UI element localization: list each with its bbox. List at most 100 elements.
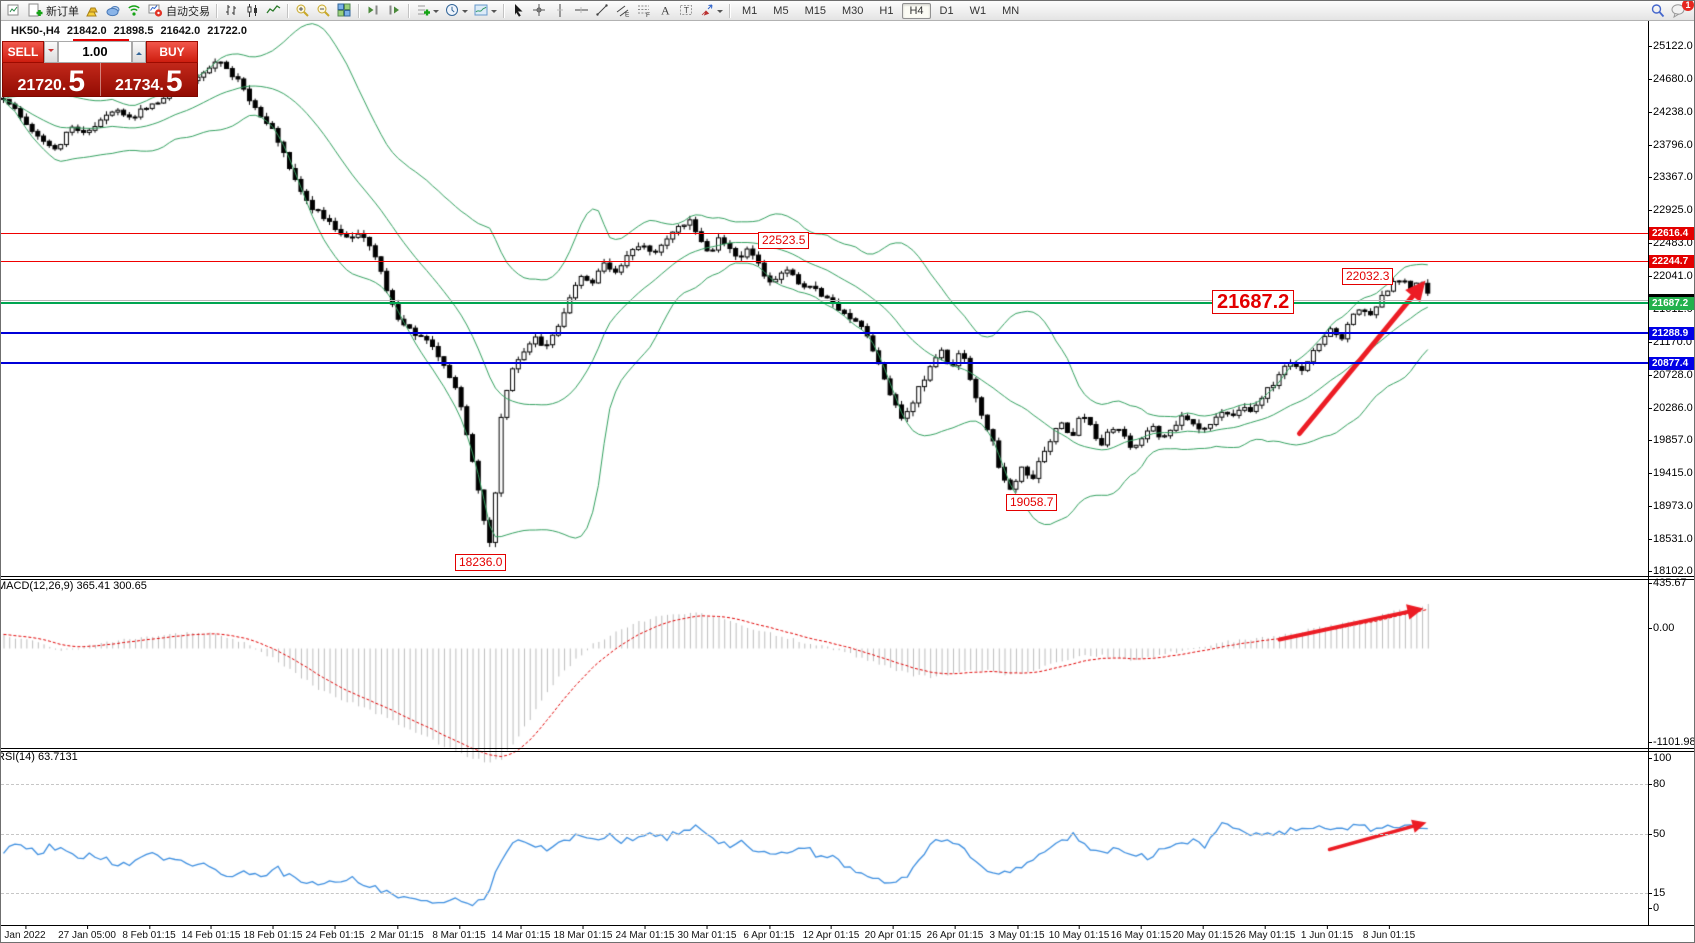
autotrade-button[interactable]: 自动交易 bbox=[145, 2, 213, 20]
chart-window[interactable]: MACD(12,26,9) 365.41 300.65 RSI(14) 63.7… bbox=[1, 21, 1694, 942]
volume-increase-button[interactable] bbox=[132, 41, 146, 63]
line-chart-button[interactable] bbox=[263, 2, 284, 20]
price-tick-label[interactable]: 24680.0 bbox=[1648, 73, 1694, 85]
zoom-out-button[interactable] bbox=[313, 2, 334, 20]
text-button[interactable]: A bbox=[655, 2, 676, 20]
time-axis-label[interactable]: 24 Feb 01:15 bbox=[305, 925, 365, 941]
fibonacci-button[interactable]: F bbox=[634, 2, 655, 20]
volume-input[interactable]: 1.00 bbox=[58, 41, 132, 63]
buy-price[interactable]: 21734. 5 bbox=[101, 63, 198, 97]
timeframe-button-m15[interactable]: M15 bbox=[804, 4, 826, 17]
templates-button[interactable] bbox=[471, 2, 500, 20]
buy-button[interactable]: BUY bbox=[146, 41, 198, 63]
sell-price[interactable]: 21720. 5 bbox=[3, 63, 101, 97]
timeframe-button-h4[interactable]: H4 bbox=[902, 2, 931, 19]
scroll-to-end-button[interactable] bbox=[363, 2, 384, 20]
low-price-label[interactable]: 18236.0 bbox=[455, 554, 507, 571]
trendline-button[interactable] bbox=[592, 2, 613, 20]
time-axis-label[interactable]: 8 Mar 01:15 bbox=[432, 925, 486, 941]
price-tick-label[interactable]: 25122.0 bbox=[1648, 40, 1694, 52]
cursor-button[interactable] bbox=[508, 2, 529, 20]
horizontal-level-line[interactable] bbox=[1, 362, 1648, 364]
zoom-in-button[interactable] bbox=[292, 2, 313, 20]
time-axis-label[interactable]: 3 May 01:15 bbox=[989, 925, 1045, 941]
timeframe-button-m5[interactable]: M5 bbox=[773, 4, 789, 17]
resistance-price-label[interactable]: 22523.5 bbox=[758, 232, 810, 249]
bar-chart-button[interactable] bbox=[221, 2, 242, 20]
candle-chart-button[interactable] bbox=[242, 2, 263, 20]
time-axis-label[interactable]: 16 May 01:15 bbox=[1110, 925, 1172, 941]
price-tick-label[interactable]: 18531.0 bbox=[1648, 533, 1694, 545]
rsi-canvas[interactable] bbox=[1, 772, 1648, 942]
price-tick-label[interactable]: 22041.0 bbox=[1648, 270, 1694, 282]
price-tick-label[interactable]: 18102.0 bbox=[1648, 565, 1694, 577]
price-tick-label[interactable]: 20728.0 bbox=[1648, 369, 1694, 381]
price-tick-label[interactable]: 19415.0 bbox=[1648, 467, 1694, 479]
chart-shift-button[interactable] bbox=[384, 2, 405, 20]
vertical-line-button[interactable] bbox=[550, 2, 571, 20]
time-axis-label[interactable]: 26 Apr 01:15 bbox=[926, 925, 984, 941]
timeframe-button-m1[interactable]: M1 bbox=[742, 4, 758, 17]
time-axis-label[interactable]: 24 Mar 01:15 bbox=[615, 925, 675, 941]
time-axis-label[interactable]: 20 Apr 01:15 bbox=[864, 925, 922, 941]
time-axis-label[interactable]: 18 Feb 01:15 bbox=[243, 925, 303, 941]
time-axis-label[interactable]: 12 Apr 01:15 bbox=[802, 925, 860, 941]
time-axis-label[interactable]: 8 Feb 01:15 bbox=[122, 925, 176, 941]
horizontal-level-line[interactable] bbox=[1, 261, 1648, 262]
add-indicator-button[interactable] bbox=[413, 2, 442, 20]
arrows-button[interactable] bbox=[697, 2, 726, 20]
equidistant-channel-button[interactable]: E bbox=[613, 2, 634, 20]
price-chart-canvas[interactable] bbox=[1, 21, 1648, 578]
time-axis-label[interactable]: 20 May 01:15 bbox=[1172, 925, 1234, 941]
horizontal-level-line[interactable] bbox=[1, 302, 1648, 304]
price-tick-label[interactable]: 18973.0 bbox=[1648, 500, 1694, 512]
timeframe-button-mn[interactable]: MN bbox=[1002, 4, 1020, 17]
new-order-button[interactable]: 新订单 bbox=[25, 2, 82, 20]
time-axis-label[interactable]: 14 Feb 01:15 bbox=[181, 925, 241, 941]
price-tick-label[interactable]: 22925.0 bbox=[1648, 204, 1694, 216]
current-price-big-label[interactable]: 21687.2 bbox=[1212, 290, 1295, 314]
price-tick-label[interactable]: 22483.0 bbox=[1648, 237, 1694, 249]
price-tick-label[interactable]: 23796.0 bbox=[1648, 139, 1694, 151]
price-tick-label[interactable]: 23367.0 bbox=[1648, 171, 1694, 183]
time-axis-label[interactable]: 26 May 01:15 bbox=[1234, 925, 1296, 941]
panel-separator[interactable] bbox=[1, 579, 1694, 580]
timeframe-button-m30[interactable]: M30 bbox=[841, 4, 864, 17]
macd-canvas[interactable] bbox=[1, 600, 1648, 768]
timeframe-button-h1[interactable]: H1 bbox=[879, 4, 894, 17]
text-label-button[interactable]: T bbox=[676, 2, 697, 20]
price-tick-label[interactable]: 19857.0 bbox=[1648, 434, 1694, 446]
time-axis-label[interactable]: 6 Apr 01:15 bbox=[743, 925, 795, 941]
signals-button[interactable] bbox=[124, 2, 145, 20]
panel-separator[interactable] bbox=[1, 751, 1694, 752]
time-axis-label[interactable]: 27 Jan 05:00 bbox=[58, 925, 116, 941]
tile-windows-button[interactable] bbox=[334, 2, 355, 20]
chat-button[interactable]: 1 bbox=[1668, 1, 1694, 20]
price-tick-label[interactable]: 20286.0 bbox=[1648, 402, 1694, 414]
crosshair-button[interactable] bbox=[529, 2, 550, 20]
price-tick-label[interactable]: 24238.0 bbox=[1648, 106, 1694, 118]
time-axis-label[interactable]: 10 May 01:15 bbox=[1048, 925, 1110, 941]
search-button[interactable] bbox=[1647, 2, 1668, 20]
time-axis-label[interactable]: 8 Jun 01:15 bbox=[1362, 925, 1416, 941]
periods-button[interactable] bbox=[442, 2, 471, 20]
horizontal-line-button[interactable] bbox=[571, 2, 592, 20]
panel-separator[interactable] bbox=[1, 576, 1694, 577]
support-price-label[interactable]: 19058.7 bbox=[1006, 494, 1058, 511]
swing-high-price-label[interactable]: 22032.3 bbox=[1342, 268, 1394, 285]
timeframe-button-d1[interactable]: D1 bbox=[939, 4, 954, 17]
time-axis-label[interactable]: 18 Mar 01:15 bbox=[553, 925, 613, 941]
timeframe-button-w1[interactable]: W1 bbox=[969, 4, 987, 17]
volume-decrease-button[interactable] bbox=[44, 41, 58, 63]
time-axis-label[interactable]: 1 Jun 01:15 bbox=[1300, 925, 1354, 941]
horizontal-level-line[interactable] bbox=[1, 233, 1648, 234]
panel-separator[interactable] bbox=[1, 748, 1694, 749]
time-axis-label[interactable]: 2 Mar 01:15 bbox=[370, 925, 424, 941]
market-watch-button[interactable] bbox=[82, 2, 103, 20]
time-axis-label[interactable]: 14 Mar 01:15 bbox=[491, 925, 551, 941]
sell-button[interactable]: SELL bbox=[2, 41, 44, 63]
time-axis-label[interactable]: 30 Mar 01:15 bbox=[677, 925, 737, 941]
community-button[interactable] bbox=[103, 2, 124, 20]
horizontal-level-line[interactable] bbox=[1, 300, 1648, 301]
charts-button[interactable] bbox=[4, 2, 25, 20]
